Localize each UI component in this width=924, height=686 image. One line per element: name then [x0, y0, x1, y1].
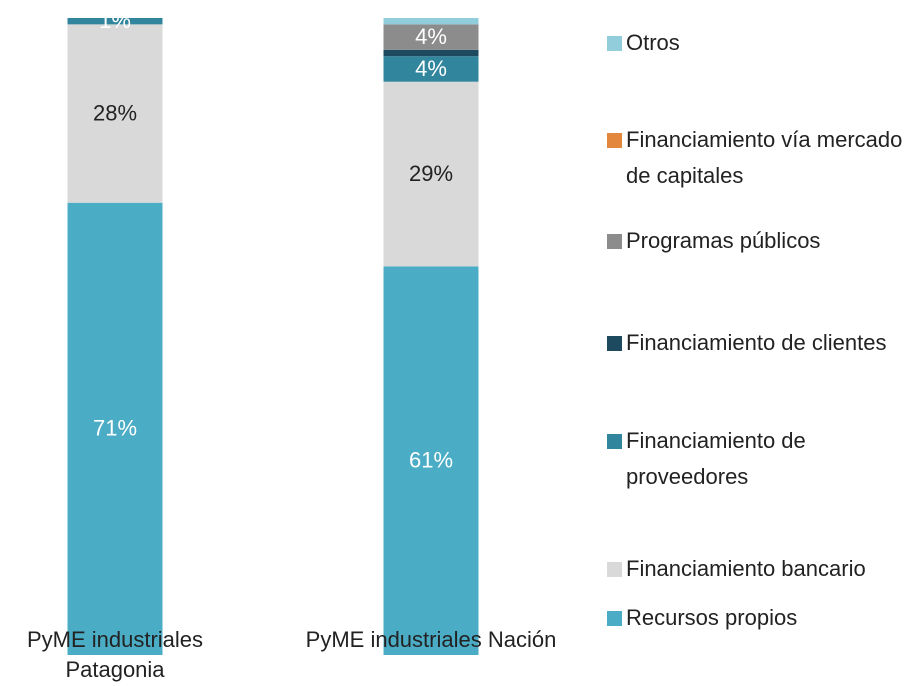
data-label: 4% [415, 24, 447, 49]
legend-label: Programas públicos [626, 228, 821, 253]
legend-swatch [607, 133, 622, 148]
legend-item: Financiamiento de clientes [607, 325, 917, 361]
data-label: 28% [93, 100, 137, 125]
legend-label: Otros [626, 30, 680, 55]
data-label: 71% [93, 416, 137, 441]
data-label: 1% [99, 8, 131, 33]
legend-item: Otros [607, 25, 917, 61]
data-label: 61% [409, 448, 453, 473]
legend-swatch [607, 336, 622, 351]
bar-segment [383, 56, 479, 82]
legend-item: Recursos propios [607, 600, 917, 636]
data-label: 29% [409, 161, 453, 186]
legend-swatch [607, 562, 622, 577]
x-tick-label: PyME industriales Patagonia [26, 627, 204, 682]
bar-segment [67, 202, 163, 656]
legend-item: Financiamiento vía mercado de capitales [607, 122, 917, 194]
legend-label: Financiamiento de proveedores [626, 428, 806, 489]
data-label: 4% [415, 56, 447, 81]
legend-label: Financiamiento bancario [626, 556, 866, 581]
legend-label: Financiamiento de clientes [626, 330, 887, 355]
bar-segment [383, 18, 479, 25]
bar-segment [383, 49, 479, 57]
legend-label: Recursos propios [626, 605, 798, 630]
legend-item: Programas públicos [607, 223, 917, 259]
x-tick-label: PyME industriales Nación [305, 627, 557, 652]
legend-swatch [607, 434, 622, 449]
bar-segment [383, 81, 479, 267]
legend-item: Financiamiento bancario [607, 551, 917, 587]
bar-segment [383, 266, 479, 655]
legend-item: Financiamiento de proveedores [607, 423, 917, 495]
bar-segment [67, 24, 163, 203]
legend-label: Financiamiento vía mercado de capitales [626, 127, 903, 188]
legend-swatch [607, 611, 622, 626]
bar-segment [383, 24, 479, 50]
legend-swatch [607, 36, 622, 51]
bar-segment [67, 18, 163, 25]
legend-swatch [607, 234, 622, 249]
